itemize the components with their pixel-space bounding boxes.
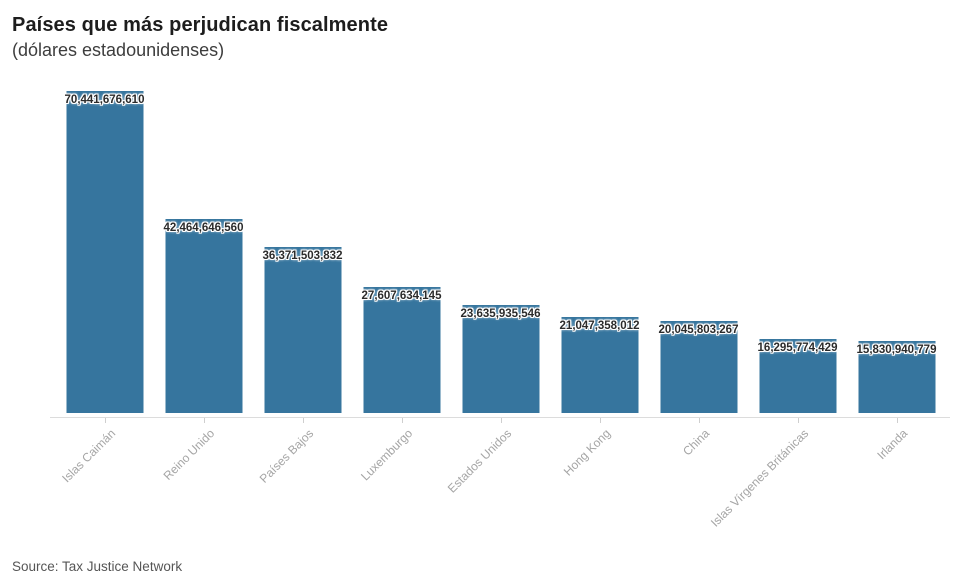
bar[interactable] bbox=[66, 91, 143, 413]
bar-value-label: 15,830,940,779 bbox=[856, 344, 937, 356]
chart-subtitle: (dólares estadounidenses) bbox=[12, 40, 225, 60]
bar-column: 42,464,646,560 bbox=[154, 91, 253, 423]
bar-value-label: 42,464,646,560 bbox=[163, 222, 244, 234]
x-axis-label: Irlanda bbox=[873, 426, 910, 463]
bar-value-label: 20,045,803,267 bbox=[658, 324, 739, 336]
bar-value-label: 36,371,503,832 bbox=[262, 250, 343, 262]
bar-column: 15,830,940,779 bbox=[847, 91, 946, 423]
bar-column: 27,607,634,145 bbox=[352, 91, 451, 423]
bar[interactable] bbox=[264, 247, 341, 413]
x-axis-line bbox=[50, 417, 950, 418]
bar[interactable] bbox=[660, 321, 737, 413]
bar-column: 20,045,803,267 bbox=[649, 91, 748, 423]
bar[interactable] bbox=[759, 339, 836, 413]
bar[interactable] bbox=[561, 317, 638, 413]
x-axis-tick bbox=[599, 418, 601, 423]
x-axis-tick bbox=[698, 418, 700, 423]
chart-title: Países que más perjudican fiscalmente bbox=[12, 14, 389, 36]
bar[interactable] bbox=[363, 287, 440, 413]
x-axis-tick bbox=[896, 418, 898, 423]
bar-value-label: 16,295,774,429 bbox=[757, 342, 838, 354]
bar[interactable] bbox=[858, 341, 935, 413]
bar-column: 70,441,676,610 bbox=[55, 91, 154, 423]
x-axis-tick bbox=[302, 418, 304, 423]
bar-column: 23,635,935,546 bbox=[451, 91, 550, 423]
x-axis-tick bbox=[203, 418, 205, 423]
bar[interactable] bbox=[165, 219, 242, 413]
bar-column: 21,047,358,012 bbox=[550, 91, 649, 423]
x-axis-tick bbox=[797, 418, 799, 423]
x-axis-tick bbox=[401, 418, 403, 423]
bar-chart-plot: Islas Caimán 70,441,676,610 Reino Unido 42,… bbox=[50, 91, 950, 530]
x-axis-tick bbox=[500, 418, 502, 423]
bar-column: 36,371,503,832 bbox=[253, 91, 352, 423]
bar-value-label: 70,441,676,610 bbox=[64, 94, 145, 106]
bar[interactable] bbox=[462, 305, 539, 413]
bar-value-label: 21,047,358,012 bbox=[559, 320, 640, 332]
bar-value-label: 23,635,935,546 bbox=[460, 308, 541, 320]
source-note: Source: Tax Justice Network bbox=[12, 559, 183, 574]
bar-column: 16,295,774,429 bbox=[748, 91, 847, 423]
x-axis-tick bbox=[104, 418, 106, 423]
bar-value-label: 27,607,634,145 bbox=[361, 290, 442, 302]
